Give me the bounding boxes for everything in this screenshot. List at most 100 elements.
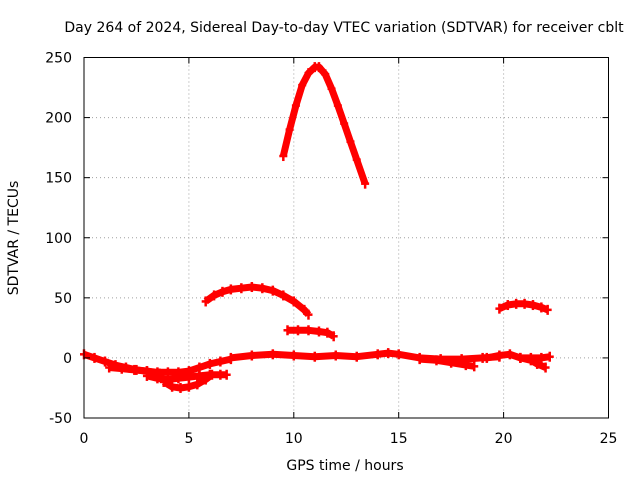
data-point (482, 352, 491, 363)
data-point (105, 362, 114, 373)
data-point (159, 376, 168, 387)
data-point (293, 325, 302, 336)
series-arc-peak (279, 63, 369, 185)
data-point (505, 349, 514, 360)
y-tick-label: 100 (45, 231, 72, 247)
data-point (520, 298, 529, 309)
data-point (541, 362, 550, 373)
data-point (279, 151, 288, 162)
data-point (222, 369, 231, 380)
x-tick-label: 0 (80, 431, 89, 447)
data-point (304, 309, 313, 320)
data-point (329, 331, 338, 342)
data-point (142, 370, 151, 381)
data-point (201, 374, 210, 385)
data-point (528, 300, 537, 311)
data-point (432, 355, 441, 366)
data-point (226, 284, 235, 295)
data-point (384, 348, 393, 359)
data-point (512, 298, 521, 309)
data-point (226, 352, 235, 363)
data-point (361, 178, 370, 189)
data-point (352, 351, 361, 362)
y-tick-label: 0 (63, 351, 72, 367)
data-point (394, 349, 403, 360)
data-point (526, 352, 535, 363)
data-point (195, 362, 204, 373)
data-point (346, 136, 355, 147)
data-point (503, 300, 512, 311)
data-point (283, 325, 292, 336)
y-tick-label: 250 (45, 51, 72, 67)
data-point (247, 350, 256, 361)
data-point (201, 296, 210, 307)
data-point (184, 372, 193, 383)
data-point (373, 349, 382, 360)
data-point (304, 68, 313, 79)
data-point (247, 282, 256, 293)
x-tick-label: 20 (495, 431, 513, 447)
data-point (298, 80, 307, 91)
data-point (210, 290, 219, 301)
data-point (495, 303, 504, 314)
y-axis-label: SDTVAR / TECUs (6, 181, 22, 296)
data-point (207, 369, 216, 380)
data-point (537, 302, 546, 313)
data-point (516, 352, 525, 363)
y-tick-label: 150 (45, 171, 72, 187)
data-point (321, 69, 330, 80)
x-tick-label: 5 (184, 431, 193, 447)
data-point (285, 124, 294, 135)
data-point (304, 325, 313, 336)
chart-title: Day 264 of 2024, Sidereal Day-to-day VTE… (64, 20, 624, 36)
data-point (168, 381, 177, 392)
data-point (117, 363, 126, 374)
data-point (205, 358, 214, 369)
data-point (268, 285, 277, 296)
data-point (153, 373, 162, 384)
data-point (216, 356, 225, 367)
data-point (310, 351, 319, 362)
y-tick-label: 200 (45, 111, 72, 127)
axis-ticks: 0 5 10 15 20 25 -50 0 50 100 150 200 250 (45, 51, 617, 448)
x-tick-label: 25 (600, 431, 618, 447)
data-point (415, 354, 424, 365)
x-axis-label: GPS time / hours (286, 458, 403, 474)
data-point (184, 381, 193, 392)
data-point (447, 357, 456, 368)
data-point (174, 373, 183, 384)
data-point (237, 283, 246, 294)
data-point (470, 361, 479, 372)
data-series (80, 62, 554, 393)
data-point (327, 83, 336, 94)
data-point (90, 352, 99, 363)
data-point (323, 327, 332, 338)
y-tick-label: 50 (54, 291, 72, 307)
data-point (461, 360, 470, 371)
data-point (340, 118, 349, 129)
data-point (333, 100, 342, 111)
data-point (268, 349, 277, 360)
data-point (352, 154, 361, 165)
data-point (545, 351, 554, 362)
data-point (300, 304, 309, 315)
data-point (218, 286, 227, 297)
data-point (314, 326, 323, 337)
data-point (193, 379, 202, 390)
data-point (537, 352, 546, 363)
data-point (279, 290, 288, 301)
data-point (495, 350, 504, 361)
data-point (291, 100, 300, 111)
x-tick-label: 15 (390, 431, 408, 447)
data-point (258, 283, 267, 294)
data-point (289, 350, 298, 361)
data-point (289, 296, 298, 307)
data-point (543, 304, 552, 315)
data-point (130, 364, 139, 375)
data-point (176, 382, 185, 393)
data-point (314, 62, 323, 73)
x-tick-label: 10 (285, 431, 303, 447)
series-arc-base-h (520, 353, 551, 362)
data-point (100, 356, 109, 367)
